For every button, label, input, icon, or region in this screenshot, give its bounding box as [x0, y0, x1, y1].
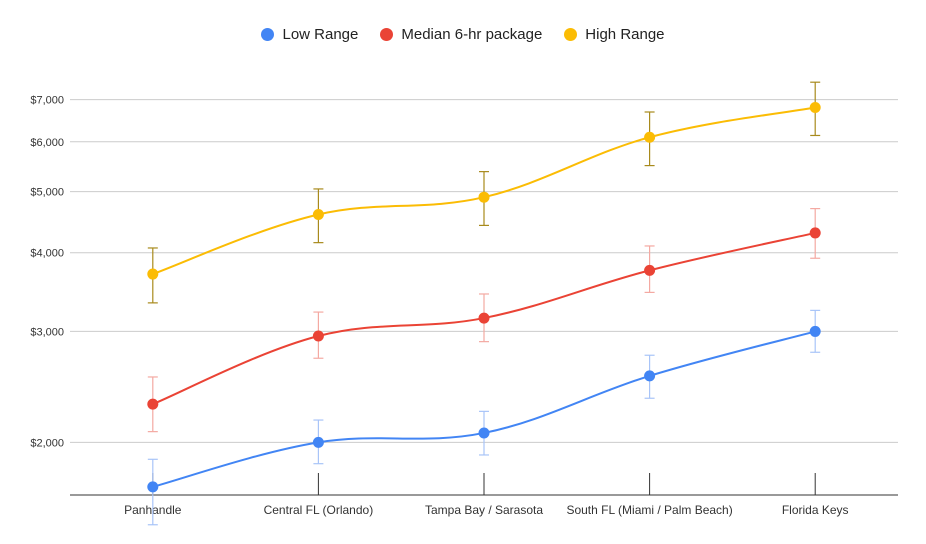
data-point-high-range	[312, 208, 324, 220]
data-point-median-6-hr-package	[312, 330, 324, 342]
legend-item-median[interactable]: Median 6-hr package	[380, 26, 542, 43]
y-tick-label: $3,000	[30, 326, 64, 338]
y-tick-label: $7,000	[30, 95, 64, 107]
data-point-high-range	[147, 268, 159, 280]
series-line-low-range	[152, 330, 816, 488]
data-point-high-range	[478, 191, 490, 203]
legend-item-high-range[interactable]: High Range	[564, 26, 665, 43]
data-point-median-6-hr-package	[478, 312, 490, 324]
y-tick-label: $5,000	[30, 187, 64, 199]
x-tick-label: Central FL (Orlando)	[264, 503, 374, 517]
legend-label-low-range: Low Range	[282, 26, 359, 43]
x-tick-label: South FL (Miami / Palm Beach)	[566, 503, 732, 517]
y-tick-label: $2,000	[30, 437, 64, 449]
data-point-low-range	[478, 427, 490, 439]
legend-swatch-high-range	[564, 28, 578, 41]
data-point-median-6-hr-package	[147, 398, 159, 410]
legend-item-low-range[interactable]: Low Range	[261, 26, 358, 43]
data-point-median-6-hr-package	[809, 227, 821, 239]
x-tick-label: Tampa Bay / Sarasota	[425, 503, 543, 517]
legend-swatch-low-range	[261, 28, 275, 41]
data-point-high-range	[644, 131, 656, 143]
x-tick-label: Florida Keys	[782, 503, 849, 517]
data-point-median-6-hr-package	[644, 264, 656, 276]
y-tick-label: $6,000	[30, 137, 64, 149]
data-point-low-range	[147, 481, 159, 493]
legend-label-median: Median 6-hr package	[401, 26, 543, 43]
chart-legend: Low Range Median 6-hr package High Range	[0, 26, 926, 43]
data-point-low-range	[644, 370, 656, 382]
data-point-low-range	[312, 436, 324, 448]
legend-label-high-range: High Range	[585, 26, 665, 43]
y-tick-label: $4,000	[30, 248, 64, 260]
data-point-low-range	[809, 325, 821, 337]
legend-swatch-median	[380, 28, 394, 41]
data-point-high-range	[809, 102, 821, 114]
